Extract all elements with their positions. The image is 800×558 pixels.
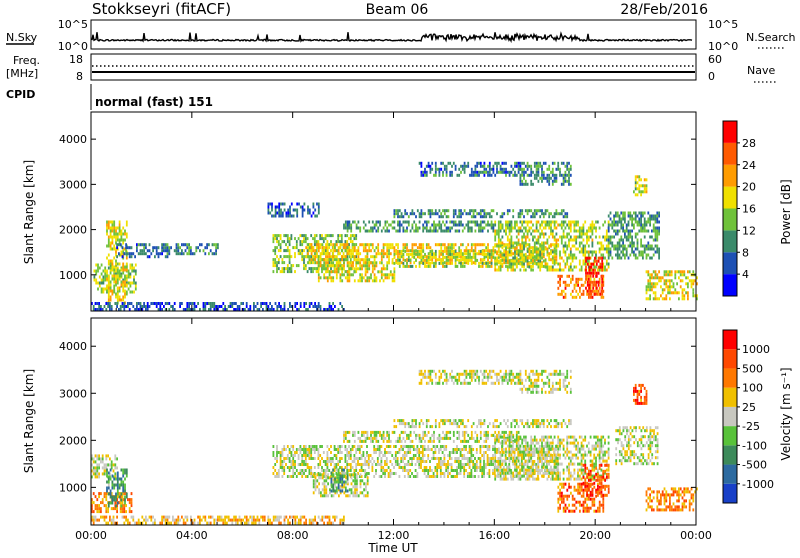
time-tick-label: 00:00: [75, 529, 107, 542]
velocity-cbar-segment: [723, 388, 737, 407]
freq-label: Freq.: [13, 54, 40, 67]
power-cbar-tick-label: 24: [742, 159, 756, 172]
nsky-tick-top: 10^5: [58, 18, 88, 31]
cpid-value: normal (fast) 151: [95, 95, 213, 109]
nave-tick-top: 60: [708, 53, 722, 66]
nsky-tick-bottom: 10^0: [58, 40, 88, 53]
station-title: Stokkseyri (fitACF): [92, 0, 231, 18]
power-ytick-label: 1000: [59, 269, 87, 282]
velocity-ytick-label: 3000: [59, 387, 87, 400]
power-colorbar-label: Power [dB]: [779, 179, 793, 244]
power-ytick-label: 4000: [59, 133, 87, 146]
power-cbar-tick-label: 28: [742, 137, 756, 150]
time-tick-label: 04:00: [176, 529, 208, 542]
velocity-cbar-tick-label: -1000: [742, 478, 774, 491]
velocity-cbar-tick-label: -100: [742, 439, 767, 452]
time-tick-label: 00:00: [680, 529, 712, 542]
power-cbar-segment: [723, 209, 737, 231]
velocity-cbar-tick-label: 1000: [742, 343, 770, 356]
velocity-cbar-segment: [723, 484, 737, 503]
time-tick-label: 16:00: [478, 529, 510, 542]
beam-title: Beam 06: [366, 2, 429, 18]
velocity-cbar-tick-label: -25: [742, 420, 760, 433]
power-cbar-tick-label: 12: [742, 224, 756, 237]
velocity-cbar-tick-label: -500: [742, 459, 767, 472]
velocity-colorbar-label: Velocity [m s⁻¹]: [779, 367, 793, 460]
velocity-cbar-segment: [723, 330, 737, 349]
velocity-cbar-segment: [723, 349, 737, 368]
power-cbar-segment: [723, 187, 737, 209]
velocity-ytick-label: 2000: [59, 434, 87, 447]
nave-tick-bottom: 0: [708, 70, 715, 83]
power-ytick-label: 2000: [59, 224, 87, 237]
power-cbar-tick-label: 8: [742, 246, 749, 259]
velocity-ylabel: Slant Range [km]: [22, 369, 36, 473]
velocity-ytick-label: 4000: [59, 340, 87, 353]
freq-tick-top: 18: [69, 53, 83, 66]
time-tick-label: 20:00: [579, 529, 611, 542]
nave-label: Nave: [747, 64, 775, 77]
nsky-label: N.Sky: [6, 31, 38, 44]
time-tick-label: 08:00: [277, 529, 309, 542]
nsearch-tick-top: 10^5: [708, 18, 738, 31]
velocity-ytick-label: 1000: [59, 481, 87, 494]
power-cbar-segment: [723, 230, 737, 252]
power-cbar-segment: [723, 165, 737, 187]
velocity-cbar-tick-label: 500: [742, 362, 763, 375]
power-cbar-segment: [723, 121, 737, 143]
nsearch-label: N.Search: [746, 31, 796, 44]
power-cbar-segment: [723, 274, 737, 296]
velocity-cbar-segment: [723, 465, 737, 484]
velocity-cbar-segment: [723, 407, 737, 426]
freq-tick-bottom: 8: [76, 70, 83, 83]
velocity-cbar-tick-label: 25: [742, 401, 756, 414]
power-ytick-label: 3000: [59, 178, 87, 191]
power-cbar-tick-label: 4: [742, 268, 749, 281]
nsearch-tick-bottom: 10^0: [708, 40, 738, 53]
power-cbar-segment: [723, 143, 737, 165]
power-ylabel: Slant Range [km]: [22, 160, 36, 264]
date-title: 28/Feb/2016: [620, 2, 708, 18]
velocity-patch: [106, 469, 128, 508]
power-cbar-segment: [723, 252, 737, 274]
cpid-label: CPID: [6, 88, 35, 101]
power-cbar-tick-label: 16: [742, 203, 756, 216]
time-axis-label: Time UT: [367, 541, 418, 554]
velocity-cbar-tick-label: 100: [742, 382, 763, 395]
power-cbar-tick-label: 20: [742, 181, 756, 194]
velocity-cbar-segment: [723, 445, 737, 464]
velocity-cbar-segment: [723, 426, 737, 445]
velocity-cbar-segment: [723, 368, 737, 387]
freq-unit: [MHz]: [6, 67, 38, 80]
